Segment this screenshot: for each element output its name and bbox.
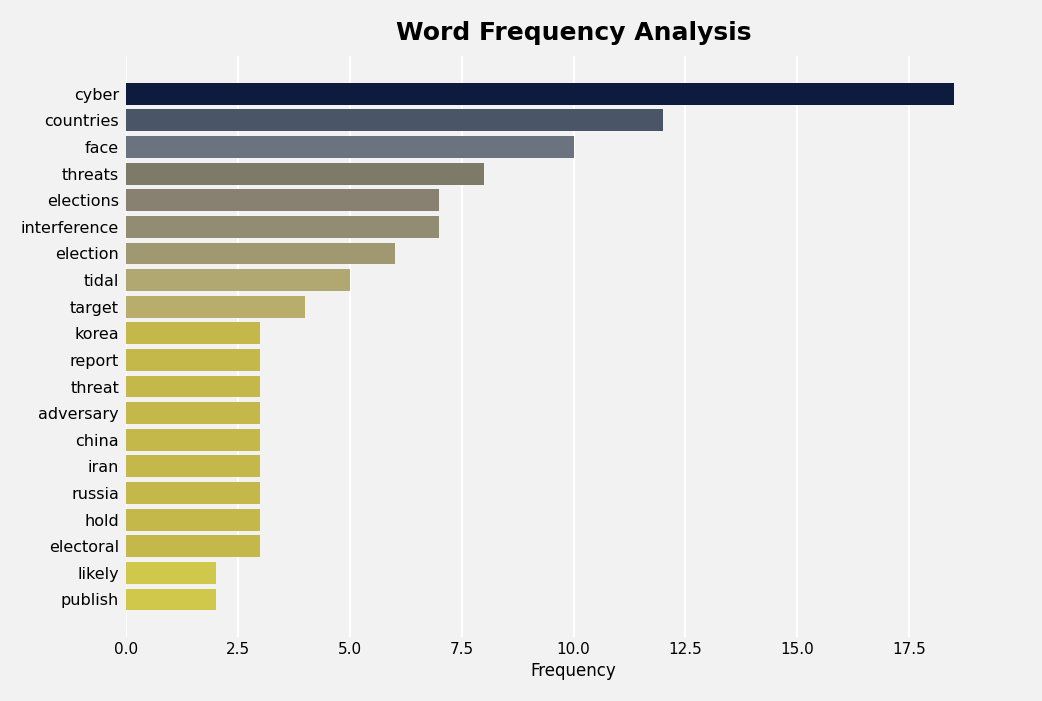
Bar: [126, 456, 260, 477]
Bar: [126, 83, 954, 104]
Bar: [126, 163, 485, 184]
Bar: [126, 269, 350, 291]
Bar: [126, 136, 573, 158]
Bar: [126, 509, 260, 531]
Bar: [126, 536, 260, 557]
Bar: [126, 322, 260, 344]
Bar: [126, 562, 216, 584]
Bar: [126, 109, 663, 131]
Bar: [126, 296, 305, 318]
Bar: [126, 243, 395, 264]
Bar: [126, 376, 260, 397]
Bar: [126, 189, 440, 211]
Bar: [126, 589, 216, 611]
Bar: [126, 349, 260, 371]
Bar: [126, 402, 260, 424]
Bar: [126, 216, 440, 238]
Title: Word Frequency Analysis: Word Frequency Analysis: [396, 21, 751, 45]
X-axis label: Frequency: Frequency: [530, 662, 617, 680]
Bar: [126, 429, 260, 451]
Bar: [126, 482, 260, 504]
